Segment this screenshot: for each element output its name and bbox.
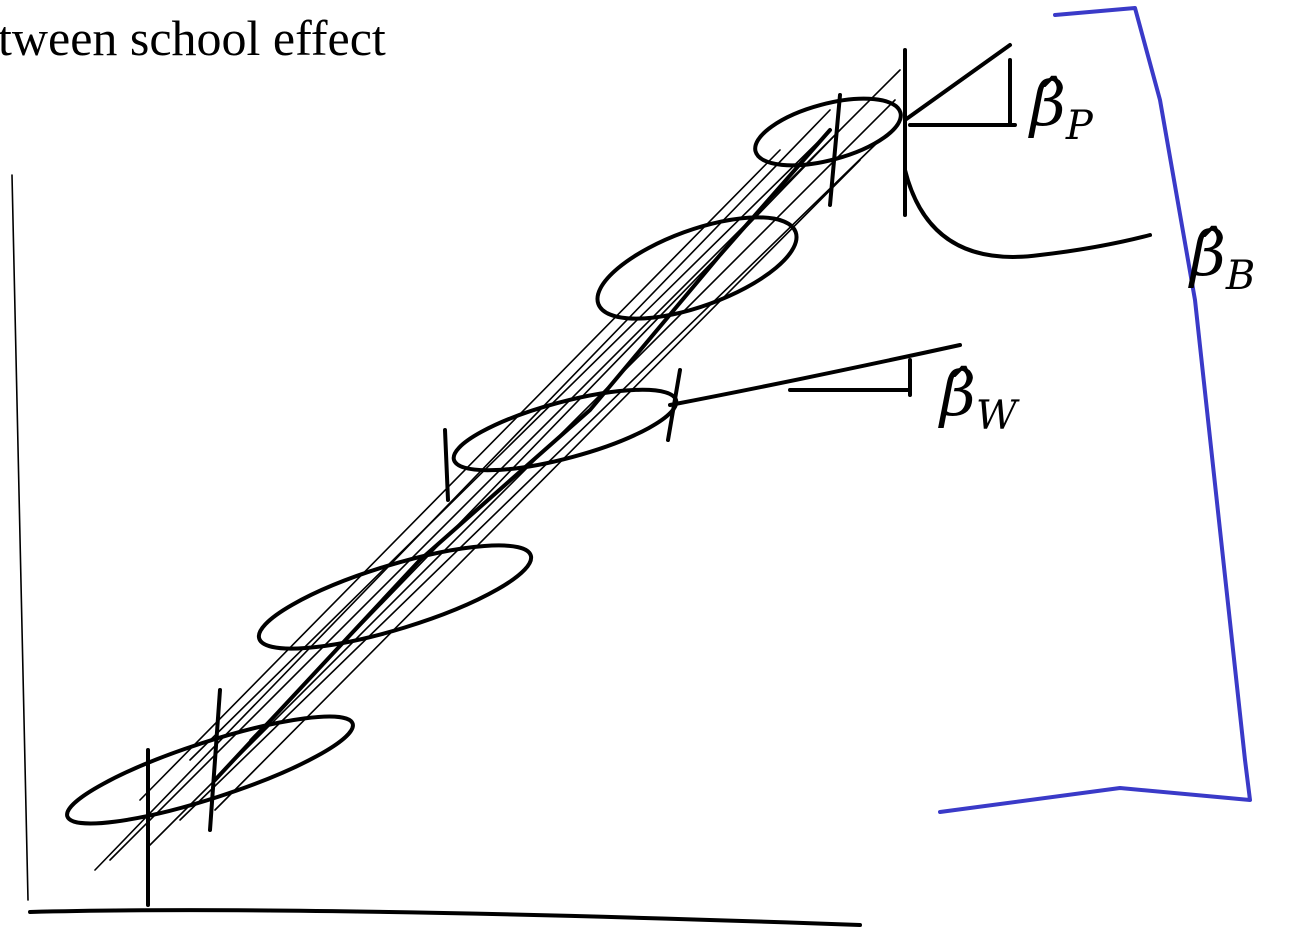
- subscript: B: [1225, 253, 1255, 299]
- symbol: β̂: [1188, 217, 1226, 290]
- school-ellipses: [65, 96, 903, 826]
- subscript: W: [976, 393, 1020, 439]
- bracket: [938, 6, 1252, 814]
- axes: [11, 174, 862, 927]
- slope-markers: [668, 43, 1152, 407]
- symbol: β̂: [938, 357, 976, 430]
- label-beta-p: β̂P: [1028, 67, 1094, 149]
- envelope-lines: [94, 48, 907, 907]
- label-beta-w: β̂W: [938, 357, 1020, 439]
- label-beta-b: β̂B: [1188, 217, 1255, 299]
- symbol: β̂: [1028, 67, 1066, 140]
- subscript: P: [1065, 103, 1094, 149]
- slide-title: tween school effect: [0, 10, 386, 66]
